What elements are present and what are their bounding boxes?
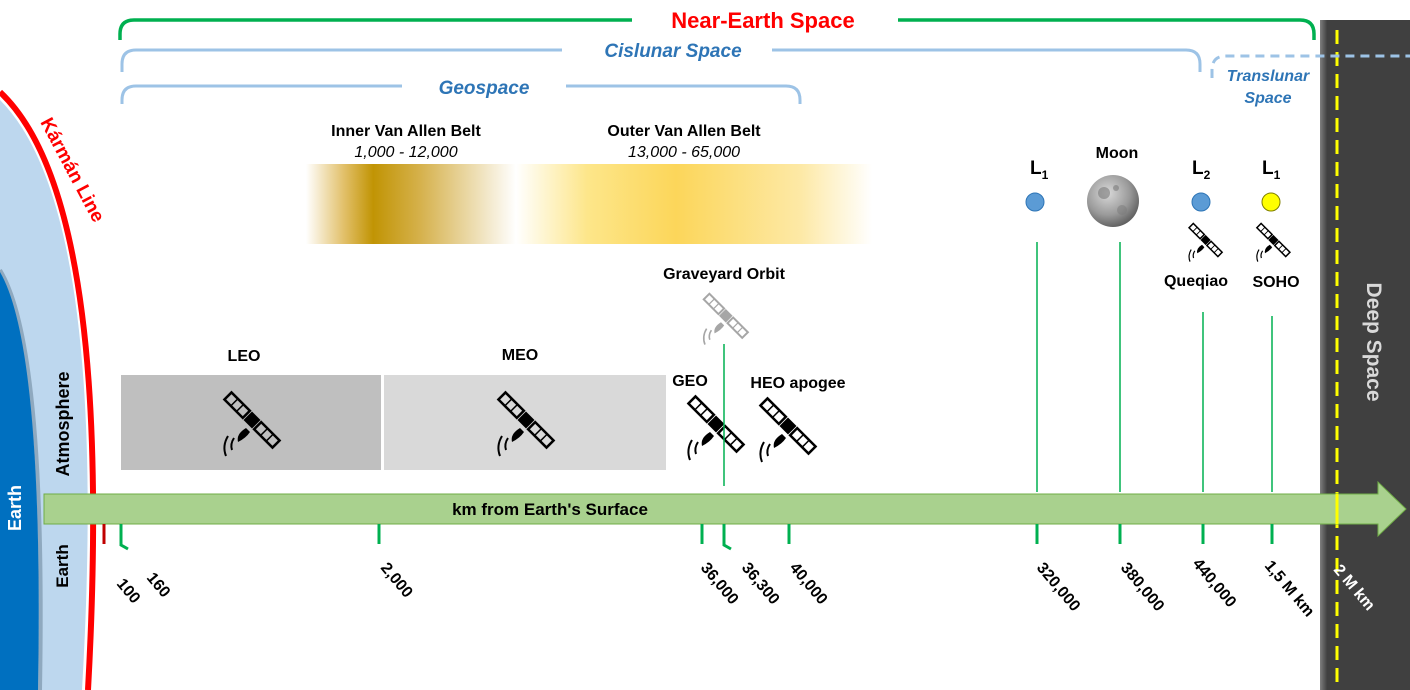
sun-earth-l1: L1 SOHO: [1252, 158, 1300, 492]
tick-label: 40,000: [786, 560, 831, 608]
earth-body: [0, 272, 39, 690]
meo-label: MEO: [502, 347, 538, 364]
geospace-bracket: Geospace: [120, 78, 802, 104]
tick-label: 36,000: [697, 560, 742, 608]
tick-label: 160: [143, 570, 173, 601]
outer-belt-range: 13,000 - 65,000: [628, 144, 740, 161]
near-earth-label: Near-Earth Space: [671, 8, 854, 33]
tick-label: 380,000: [1117, 560, 1167, 615]
earth-surface-label: Earth: [53, 544, 72, 587]
l2-label: L2: [1192, 158, 1211, 182]
heo-orbit: HEO apogee: [750, 375, 846, 464]
inner-van-allen-belt: Inner Van Allen Belt 1,000 - 12,000: [306, 123, 516, 244]
inner-belt-name: Inner Van Allen Belt: [331, 123, 481, 140]
outer-belt-name: Outer Van Allen Belt: [607, 123, 761, 140]
deep-space-label: Deep Space: [1362, 282, 1385, 401]
translunar-label-line2: Space: [1244, 90, 1291, 107]
near-earth-bracket: Near-Earth Space: [118, 8, 1316, 40]
cislunar-label: Cislunar Space: [604, 41, 742, 62]
l1-moon-label: L1: [1030, 158, 1049, 182]
karman-line: [0, 89, 97, 690]
l2-dot: [1191, 192, 1211, 212]
tick-labels: 100 160 2,000 36,000 36,300 40,000 320,0…: [113, 556, 1378, 621]
soho-label: SOHO: [1252, 274, 1299, 291]
inner-belt-range: 1,000 - 12,000: [354, 144, 457, 161]
geo-orbit: GEO: [672, 373, 745, 462]
queqiao-satellite-icon: [1188, 222, 1223, 263]
atmosphere-boundary: [0, 268, 43, 690]
earth-moon-l2: L2 Queqiao: [1164, 158, 1228, 492]
axis-arrow: [43, 480, 1407, 538]
leo-label: LEO: [228, 348, 261, 365]
heo-label: HEO apogee: [750, 375, 845, 392]
soho-satellite-icon: [1256, 222, 1291, 263]
axis-label: km from Earth's Surface: [452, 500, 648, 519]
earth-layers: Kármán Line Atmosphere Earth Earth: [0, 89, 193, 690]
distance-axis: km from Earth's Surface: [43, 480, 1407, 538]
translunar-bracket: Translunar Space: [1210, 54, 1410, 107]
tick-label: 440,000: [1189, 556, 1239, 611]
tick-label: 320,000: [1033, 560, 1083, 615]
queqiao-label: Queqiao: [1164, 273, 1228, 290]
outer-van-allen-belt: Outer Van Allen Belt 13,000 - 65,000: [516, 123, 872, 244]
tick-label: 36,300: [738, 560, 783, 608]
geo-label: GEO: [672, 373, 708, 390]
atmosphere-label: Atmosphere: [53, 371, 73, 476]
leo-region: LEO: [121, 348, 381, 470]
heo-satellite-icon: [759, 397, 817, 464]
moon-icon: [1087, 175, 1139, 227]
tick-label: 2,000: [377, 560, 416, 602]
graveyard-label: Graveyard Orbit: [663, 266, 786, 283]
l1-sun-dot: [1261, 192, 1281, 212]
l1-moon-dot: [1025, 192, 1045, 212]
geo-satellite-icon: [687, 395, 745, 462]
axis-ticks: [119, 524, 1274, 551]
cislunar-bracket: Cislunar Space: [120, 41, 1202, 72]
graveyard-satellite-icon: [702, 292, 749, 346]
graveyard-orbit: Graveyard Orbit: [663, 266, 786, 486]
moon-label: Moon: [1096, 145, 1139, 162]
geospace-label: Geospace: [439, 78, 530, 99]
earth-label: Earth: [5, 485, 25, 531]
tick-label: 1,5 M km: [1261, 558, 1317, 621]
l1-sun-label: L1: [1262, 158, 1281, 182]
moon: Moon: [1087, 145, 1139, 492]
deep-space-region: Deep Space: [1320, 20, 1410, 690]
translunar-label-line1: Translunar: [1227, 68, 1310, 85]
meo-region: MEO: [384, 347, 666, 470]
earth-moon-l1: L1: [1025, 158, 1049, 492]
